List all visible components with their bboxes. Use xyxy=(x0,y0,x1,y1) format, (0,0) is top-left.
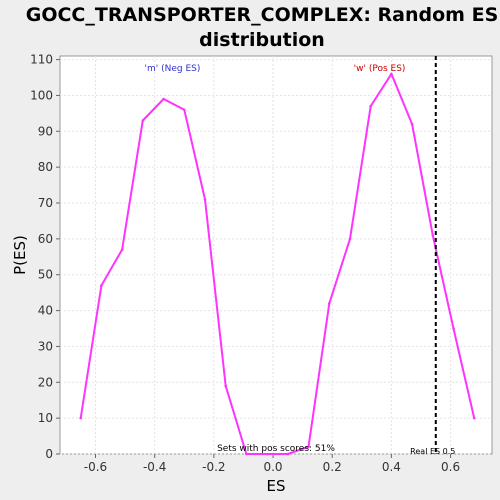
x-tick-label: -0.2 xyxy=(202,460,225,474)
y-tick-label: 50 xyxy=(38,268,53,282)
x-tick-label: -0.4 xyxy=(143,460,166,474)
data-point xyxy=(348,237,352,241)
x-tick-label: 0.6 xyxy=(441,460,460,474)
data-point xyxy=(245,452,248,456)
x-tick-label: 0.2 xyxy=(323,460,342,474)
data-point xyxy=(141,119,145,122)
data-point xyxy=(162,97,165,101)
y-tick-label: 0 xyxy=(45,447,53,461)
y-tick-label: 110 xyxy=(30,53,53,67)
data-point xyxy=(100,284,103,287)
x-axis-label: ES xyxy=(267,477,286,495)
y-tick-label: 90 xyxy=(38,124,53,138)
data-point xyxy=(452,327,455,330)
annotation-pos-scores: Sets with pos scores: 51% xyxy=(217,444,335,454)
data-point xyxy=(327,302,331,305)
data-point xyxy=(410,122,414,126)
annotation-neg-es: 'm' (Neg ES) xyxy=(145,64,201,74)
data-point xyxy=(390,72,393,76)
chart-title-line-1: GOCC_TRANSPORTER_COMPLEX: Random ES xyxy=(26,4,499,26)
y-tick-label: 100 xyxy=(30,88,53,102)
data-point xyxy=(224,384,227,388)
x-axis: -0.6 -0.4 -0.2 0.0 0.2 0.4 0.6 xyxy=(84,454,460,474)
data-point xyxy=(120,248,124,251)
data-point xyxy=(182,108,186,112)
y-tick-label: 80 xyxy=(38,160,53,174)
data-point xyxy=(286,452,290,456)
data-point xyxy=(472,416,476,420)
data-point xyxy=(79,416,83,420)
y-tick-label: 60 xyxy=(38,232,53,246)
x-tick-label: 0.0 xyxy=(263,460,282,474)
y-tick-label: 30 xyxy=(38,339,53,353)
data-point xyxy=(203,198,207,201)
series-layer xyxy=(79,72,476,456)
y-tick-label: 10 xyxy=(38,411,53,425)
plot-area xyxy=(59,55,493,455)
chart-title-line-2: distribution xyxy=(199,29,325,51)
data-point xyxy=(369,104,372,108)
grid xyxy=(60,56,492,455)
annotation-pos-es: 'w' (Pos ES) xyxy=(354,64,406,74)
y-tick-label: 70 xyxy=(38,196,53,210)
x-tick-label: 0.4 xyxy=(382,460,401,474)
y-tick-label: 40 xyxy=(38,304,53,318)
data-point xyxy=(265,452,269,456)
y-tick-label: 20 xyxy=(38,375,53,389)
real-es-label: Real ES 0.5 xyxy=(410,447,455,456)
series-line xyxy=(79,72,476,455)
data-point xyxy=(307,445,310,449)
x-tick-label: -0.6 xyxy=(84,460,107,474)
data-point xyxy=(431,233,435,237)
y-axis: 0 10 20 30 40 50 60 70 80 90 100 110 xyxy=(30,53,60,461)
y-axis-label: P(ES) xyxy=(11,235,29,275)
